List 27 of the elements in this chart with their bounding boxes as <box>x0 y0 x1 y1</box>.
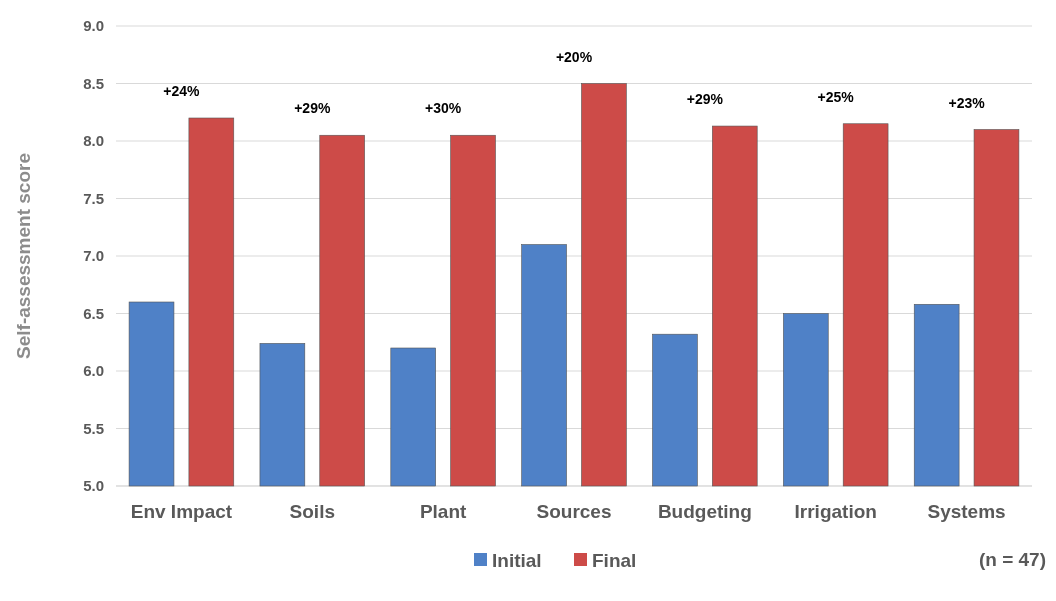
annotation: +25% <box>817 88 855 105</box>
annotation: +23% <box>948 94 986 111</box>
y-tick-label: 9.0 <box>83 17 104 35</box>
legend-label: Final <box>592 549 637 571</box>
y-tick-label: 6.0 <box>83 362 104 380</box>
x-tick-label: Soils <box>289 501 335 522</box>
x-tick-label: Budgeting <box>657 501 752 522</box>
y-tick-label: 5.0 <box>83 477 104 495</box>
y-tick-label: 8.0 <box>83 132 104 150</box>
y-tick-label: 5.5 <box>83 419 104 437</box>
y-tick-label: 7.0 <box>83 247 104 265</box>
x-tick-label: Sources <box>536 501 612 522</box>
y-axis-title: Self-assessment score <box>13 153 34 359</box>
annotation: +29% <box>294 100 331 117</box>
annotation: +20% <box>555 48 593 65</box>
x-tick-label: Env Impact <box>130 501 233 522</box>
annotation: +24% <box>163 83 201 99</box>
x-tick-label: Plant <box>419 501 468 522</box>
y-tick-label: 6.5 <box>83 304 104 322</box>
annotation: +29% <box>686 91 724 108</box>
y-tick-label: 7.5 <box>83 189 104 207</box>
text: (n = 47) <box>978 549 1046 570</box>
annotation: +30% <box>425 100 462 117</box>
legend-label: Initial <box>492 549 542 571</box>
y-tick-label: 8.5 <box>83 74 104 92</box>
x-tick-label: Irrigation <box>794 501 877 522</box>
x-tick-label: Systems <box>927 501 1006 522</box>
